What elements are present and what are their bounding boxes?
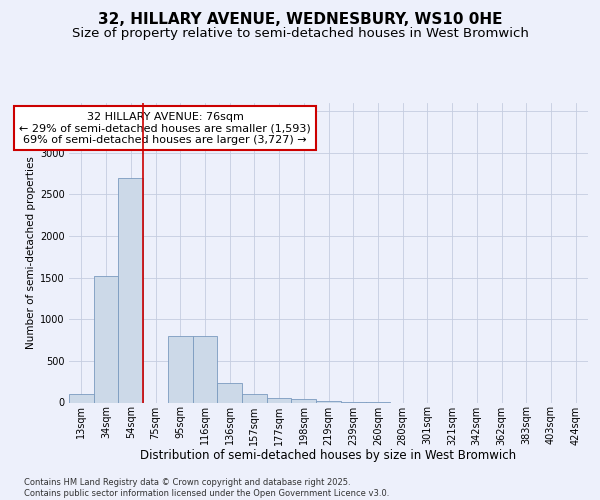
Text: Size of property relative to semi-detached houses in West Bromwich: Size of property relative to semi-detach… [71, 28, 529, 40]
Text: Contains HM Land Registry data © Crown copyright and database right 2025.
Contai: Contains HM Land Registry data © Crown c… [24, 478, 389, 498]
X-axis label: Distribution of semi-detached houses by size in West Bromwich: Distribution of semi-detached houses by … [140, 449, 517, 462]
Bar [118, 178, 143, 402]
Bar [69, 394, 94, 402]
Bar [316, 401, 341, 402]
Bar [94, 276, 118, 402]
Bar [267, 398, 292, 402]
Bar [242, 394, 267, 402]
Y-axis label: Number of semi-detached properties: Number of semi-detached properties [26, 156, 36, 349]
Bar [168, 336, 193, 402]
Bar [193, 336, 217, 402]
Text: 32 HILLARY AVENUE: 76sqm
← 29% of semi-detached houses are smaller (1,593)
69% o: 32 HILLARY AVENUE: 76sqm ← 29% of semi-d… [19, 112, 311, 144]
Bar [292, 399, 316, 402]
Text: 32, HILLARY AVENUE, WEDNESBURY, WS10 0HE: 32, HILLARY AVENUE, WEDNESBURY, WS10 0HE [98, 12, 502, 28]
Bar [217, 384, 242, 402]
